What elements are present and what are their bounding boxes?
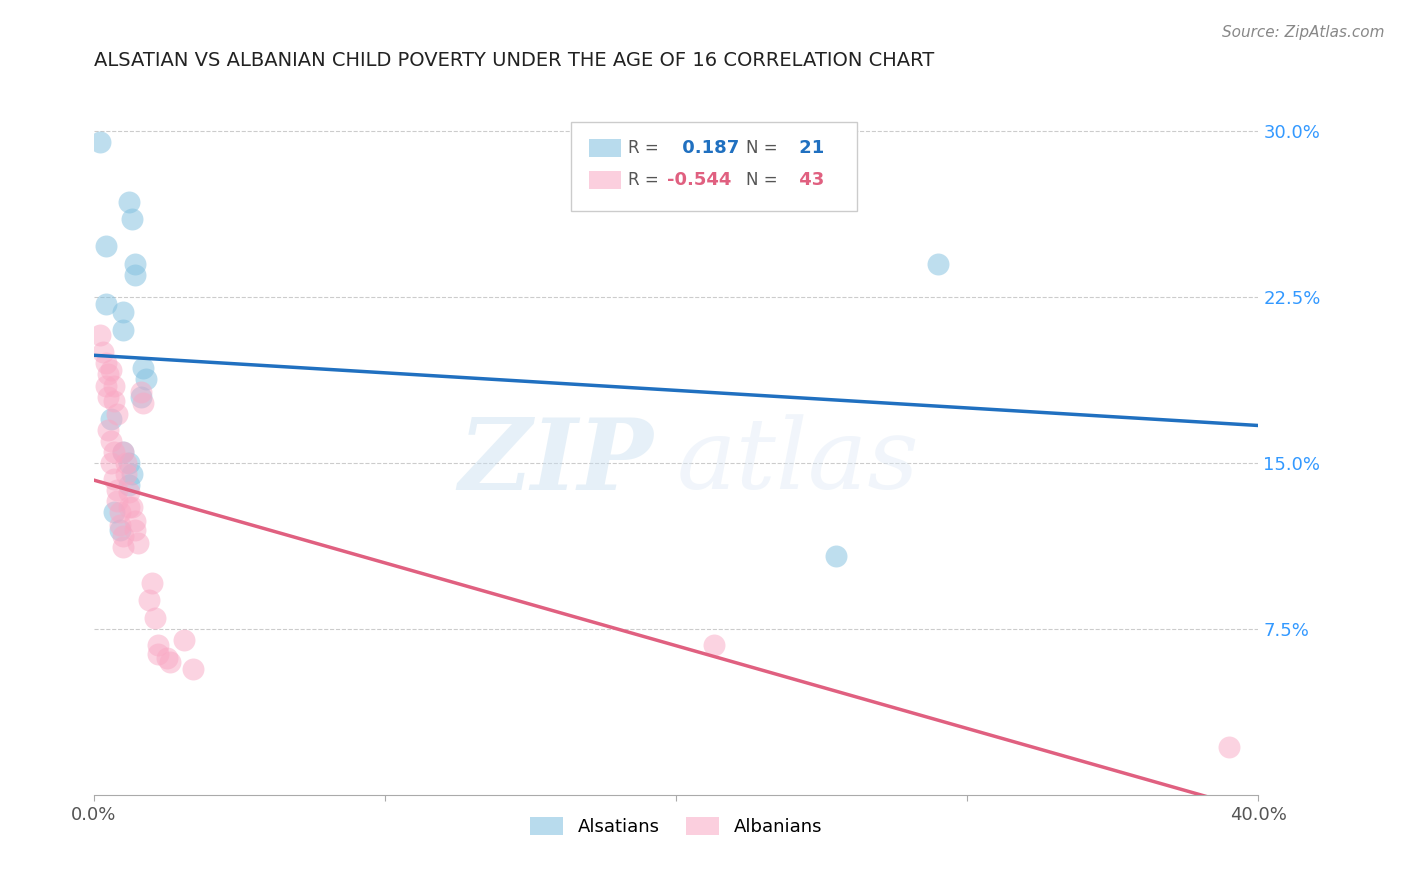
FancyBboxPatch shape bbox=[571, 122, 856, 211]
Text: R =: R = bbox=[628, 139, 659, 157]
Point bbox=[108, 523, 131, 537]
Text: 21: 21 bbox=[793, 139, 824, 157]
Text: N =: N = bbox=[747, 139, 778, 157]
Point bbox=[112, 323, 135, 337]
Text: -0.544: -0.544 bbox=[666, 171, 731, 189]
Point bbox=[132, 396, 155, 410]
Point bbox=[112, 541, 135, 555]
Point bbox=[121, 467, 143, 482]
Point bbox=[103, 472, 125, 486]
Point bbox=[112, 445, 135, 459]
Point bbox=[124, 514, 146, 528]
Point bbox=[103, 445, 125, 459]
Point bbox=[103, 378, 125, 392]
Point bbox=[112, 529, 135, 543]
Point bbox=[118, 484, 141, 499]
Point bbox=[825, 549, 848, 563]
Text: ALSATIAN VS ALBANIAN CHILD POVERTY UNDER THE AGE OF 16 CORRELATION CHART: ALSATIAN VS ALBANIAN CHILD POVERTY UNDER… bbox=[94, 51, 934, 70]
Point bbox=[129, 390, 152, 404]
Point bbox=[156, 651, 179, 665]
Text: N =: N = bbox=[747, 171, 778, 189]
Point bbox=[100, 412, 122, 426]
Point bbox=[124, 268, 146, 282]
Point bbox=[89, 135, 111, 149]
Text: atlas: atlas bbox=[676, 415, 920, 510]
Text: ZIP: ZIP bbox=[458, 414, 652, 510]
Point bbox=[927, 257, 949, 271]
Point bbox=[124, 523, 146, 537]
Point bbox=[143, 611, 166, 625]
Legend: Alsatians, Albanians: Alsatians, Albanians bbox=[523, 809, 830, 843]
Point bbox=[124, 257, 146, 271]
Point bbox=[105, 483, 128, 497]
Point bbox=[112, 445, 135, 459]
Point bbox=[97, 368, 120, 382]
Point bbox=[97, 390, 120, 404]
Point bbox=[100, 363, 122, 377]
Point bbox=[115, 456, 138, 470]
Point bbox=[703, 638, 725, 652]
Point bbox=[94, 239, 117, 253]
Point bbox=[181, 662, 204, 676]
Point bbox=[135, 372, 157, 386]
Text: R =: R = bbox=[628, 171, 659, 189]
Text: 0.187: 0.187 bbox=[676, 139, 740, 157]
Point bbox=[121, 212, 143, 227]
Point bbox=[112, 305, 135, 319]
Point bbox=[94, 378, 117, 392]
Point bbox=[91, 345, 114, 359]
Point bbox=[94, 296, 117, 310]
Point bbox=[94, 356, 117, 370]
Point bbox=[138, 593, 160, 607]
Point bbox=[129, 385, 152, 400]
Point bbox=[97, 423, 120, 437]
Point bbox=[118, 478, 141, 492]
Point bbox=[108, 518, 131, 533]
Point bbox=[141, 575, 163, 590]
Point bbox=[146, 647, 169, 661]
Point bbox=[103, 505, 125, 519]
Point bbox=[89, 327, 111, 342]
Point bbox=[173, 633, 195, 648]
Point bbox=[146, 638, 169, 652]
Point bbox=[118, 194, 141, 209]
Text: 43: 43 bbox=[793, 171, 824, 189]
Point bbox=[105, 408, 128, 422]
Point bbox=[1218, 739, 1240, 754]
Point bbox=[118, 456, 141, 470]
Bar bbox=[589, 139, 621, 157]
Point bbox=[115, 467, 138, 482]
Point bbox=[100, 456, 122, 470]
Point bbox=[103, 394, 125, 409]
Point bbox=[132, 360, 155, 375]
Point bbox=[100, 434, 122, 448]
Point bbox=[127, 536, 149, 550]
Point bbox=[108, 505, 131, 519]
Point bbox=[118, 500, 141, 515]
Point bbox=[121, 500, 143, 515]
Point bbox=[105, 493, 128, 508]
Text: Source: ZipAtlas.com: Source: ZipAtlas.com bbox=[1222, 25, 1385, 40]
Point bbox=[159, 656, 181, 670]
Bar bbox=[589, 171, 621, 188]
